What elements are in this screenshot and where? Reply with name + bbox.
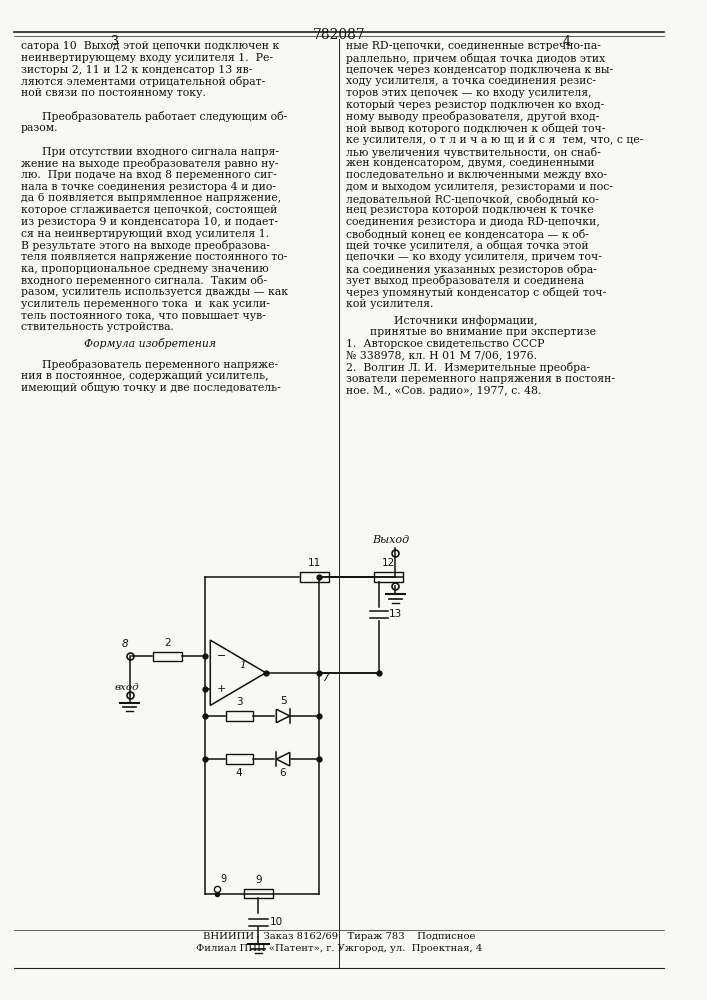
Bar (374, 572, 403, 582)
Text: через упомянутый конденсатор с общей точ-: через упомянутый конденсатор с общей точ… (346, 287, 606, 298)
Text: +: + (217, 684, 226, 694)
Text: ствительность устройства.: ствительность устройства. (21, 322, 174, 332)
Bar (226, 754, 252, 764)
Text: 782087: 782087 (312, 28, 366, 42)
Text: ледовательной RC-цепочкой, свободный ко-: ледовательной RC-цепочкой, свободный ко- (346, 193, 598, 204)
Text: соединения резистора и диода RD-цепочки,: соединения резистора и диода RD-цепочки, (346, 217, 600, 227)
Text: дом и выходом усилителя, резисторами и пос-: дом и выходом усилителя, резисторами и п… (346, 182, 612, 192)
Text: лю.  При подаче на вход 8 переменного сиг-: лю. При подаче на вход 8 переменного сиг… (21, 170, 277, 180)
Text: зует выход преобразователя и соединена: зует выход преобразователя и соединена (346, 275, 584, 286)
Text: ка соединения указанных резисторов обра-: ка соединения указанных резисторов обра- (346, 264, 597, 275)
Text: 9: 9 (255, 875, 262, 885)
Text: нала в точке соединения резистора 4 и дио-: нала в точке соединения резистора 4 и ди… (21, 182, 276, 192)
Text: жение на выходе преобразователя равно ну-: жение на выходе преобразователя равно ну… (21, 158, 279, 169)
Text: разом, усилитель используется дважды — как: разом, усилитель используется дважды — к… (21, 287, 288, 297)
Text: ходу усилителя, а точка соединения резис-: ходу усилителя, а точка соединения резис… (346, 76, 595, 86)
Text: № 338978, кл. Н 01 М 7/06, 1976.: № 338978, кл. Н 01 М 7/06, 1976. (346, 350, 537, 360)
Text: 10: 10 (270, 917, 283, 927)
Text: цепочек через конденсатор подключена к вы-: цепочек через конденсатор подключена к в… (346, 65, 613, 75)
Text: ка, пропорциональное среднему значению: ка, пропорциональное среднему значению (21, 264, 269, 274)
Text: 3: 3 (111, 35, 119, 48)
Bar (244, 889, 273, 898)
Text: 5: 5 (280, 696, 286, 706)
Text: 2.  Волгин Л. И.  Измерительные преобра-: 2. Волгин Л. И. Измерительные преобра- (346, 362, 590, 373)
Text: принятые во внимание при экспертизе: принятые во внимание при экспертизе (370, 327, 595, 337)
Text: свободный конец ее конденсатора — к об-: свободный конец ее конденсатора — к об- (346, 229, 588, 240)
Text: ное. М., «Сов. радио», 1977, с. 48.: ное. М., «Сов. радио», 1977, с. 48. (346, 386, 541, 396)
Text: 3: 3 (235, 697, 243, 707)
Text: торов этих цепочек — ко входу усилителя,: торов этих цепочек — ко входу усилителя, (346, 88, 591, 98)
Text: 4: 4 (562, 35, 571, 48)
Text: Выход: Выход (372, 535, 409, 545)
Text: ной вывод которого подключен к общей точ-: ной вывод которого подключен к общей точ… (346, 123, 605, 134)
Text: сатора 10  Выход этой цепочки подключен к: сатора 10 Выход этой цепочки подключен к (21, 41, 279, 51)
Text: −: − (217, 651, 226, 661)
Text: имеющий общую точку и две последователь-: имеющий общую точку и две последователь- (21, 382, 281, 393)
Text: зователи переменного напряжения в постоян-: зователи переменного напряжения в постоя… (346, 374, 614, 384)
Text: вход: вход (115, 683, 139, 692)
Text: В результате этого на выходе преобразова-: В результате этого на выходе преобразова… (21, 240, 270, 251)
Text: 8: 8 (122, 639, 128, 649)
Text: который через резистор подключен ко вход-: который через резистор подключен ко вход… (346, 100, 604, 110)
Text: тель постоянного тока, что повышает чув-: тель постоянного тока, что повышает чув- (21, 311, 266, 321)
Text: теля появляется напряжение постоянного то-: теля появляется напряжение постоянного т… (21, 252, 288, 262)
Text: последовательно и включенными между вхо-: последовательно и включенными между вхо- (346, 170, 607, 180)
Text: кой усилителя.: кой усилителя. (346, 299, 433, 309)
Text: 7: 7 (322, 673, 329, 683)
Text: Преобразователь переменного напряже-: Преобразователь переменного напряже- (21, 359, 279, 370)
Text: да 6 появляется выпрямленное напряжение,: да 6 появляется выпрямленное напряжение, (21, 193, 281, 203)
Text: Формула изобретения: Формула изобретения (83, 338, 216, 349)
Text: усилитель переменного тока  и  как усили-: усилитель переменного тока и как усили- (21, 299, 270, 309)
Text: 1: 1 (239, 660, 247, 670)
Text: ния в постоянное, содержащий усилитель,: ния в постоянное, содержащий усилитель, (21, 371, 269, 381)
Text: щей точке усилителя, а общая точка этой: щей точке усилителя, а общая точка этой (346, 240, 588, 251)
Text: 12: 12 (382, 558, 395, 568)
Text: 1.  Авторское свидетельство СССР: 1. Авторское свидетельство СССР (346, 339, 544, 349)
Text: ВНИИПИ   Заказ 8162/69   Тираж 783    Подписное: ВНИИПИ Заказ 8162/69 Тираж 783 Подписное (203, 932, 475, 941)
Text: входного переменного сигнала.  Таким об-: входного переменного сигнала. Таким об- (21, 275, 267, 286)
Text: При отсутствии входного сигнала напря-: При отсутствии входного сигнала напря- (21, 147, 279, 157)
Text: 13: 13 (389, 609, 402, 619)
Text: лью увеличения чувствительности, он снаб-: лью увеличения чувствительности, он снаб… (346, 147, 600, 158)
Text: раллельно, причем общая точка диодов этих: раллельно, причем общая точка диодов эти… (346, 53, 604, 64)
Text: Преобразователь работает следующим об-: Преобразователь работает следующим об- (21, 111, 287, 122)
Text: Филиал ППП «Патент», г. Ужгород, ул.  Проектная, 4: Филиал ППП «Патент», г. Ужгород, ул. Про… (196, 944, 482, 953)
Text: разом.: разом. (21, 123, 59, 133)
Text: зисторы 2, 11 и 12 к конденсатор 13 яв-: зисторы 2, 11 и 12 к конденсатор 13 яв- (21, 65, 252, 75)
Text: ке усилителя, о т л и ч а ю щ и й с я  тем, что, с це-: ке усилителя, о т л и ч а ю щ и й с я те… (346, 135, 643, 145)
Text: ной связи по постоянному току.: ной связи по постоянному току. (21, 88, 206, 98)
Text: ся на неинвертирующий вход усилителя 1.: ся на неинвертирующий вход усилителя 1. (21, 229, 269, 239)
Text: Источники информации,: Источники информации, (394, 315, 537, 326)
Text: 9: 9 (220, 874, 226, 884)
Text: ляются элементами отрицательной обрат-: ляются элементами отрицательной обрат- (21, 76, 265, 87)
Bar (153, 652, 182, 661)
Text: 4: 4 (235, 768, 243, 778)
Bar (226, 711, 252, 721)
Text: из резистора 9 и конденсатора 10, и подает-: из резистора 9 и конденсатора 10, и пода… (21, 217, 278, 227)
Text: ному выводу преобразователя, другой вход-: ному выводу преобразователя, другой вход… (346, 111, 599, 122)
Text: цепочки — ко входу усилителя, причем точ-: цепочки — ко входу усилителя, причем точ… (346, 252, 602, 262)
Text: нец резистора которой подключен к точке: нец резистора которой подключен к точке (346, 205, 593, 215)
Text: которое сглаживается цепочкой, состоящей: которое сглаживается цепочкой, состоящей (21, 205, 277, 215)
Text: 11: 11 (308, 558, 322, 568)
Text: неинвертирующему входу усилителя 1.  Ре-: неинвертирующему входу усилителя 1. Ре- (21, 53, 273, 63)
Text: жен конденсатором, двумя, соединенными: жен конденсатором, двумя, соединенными (346, 158, 594, 168)
Text: 6: 6 (280, 768, 286, 778)
Text: ные RD-цепочки, соединенные встречно-па-: ные RD-цепочки, соединенные встречно-па- (346, 41, 600, 51)
Bar (300, 572, 329, 582)
Text: 2: 2 (164, 638, 171, 648)
